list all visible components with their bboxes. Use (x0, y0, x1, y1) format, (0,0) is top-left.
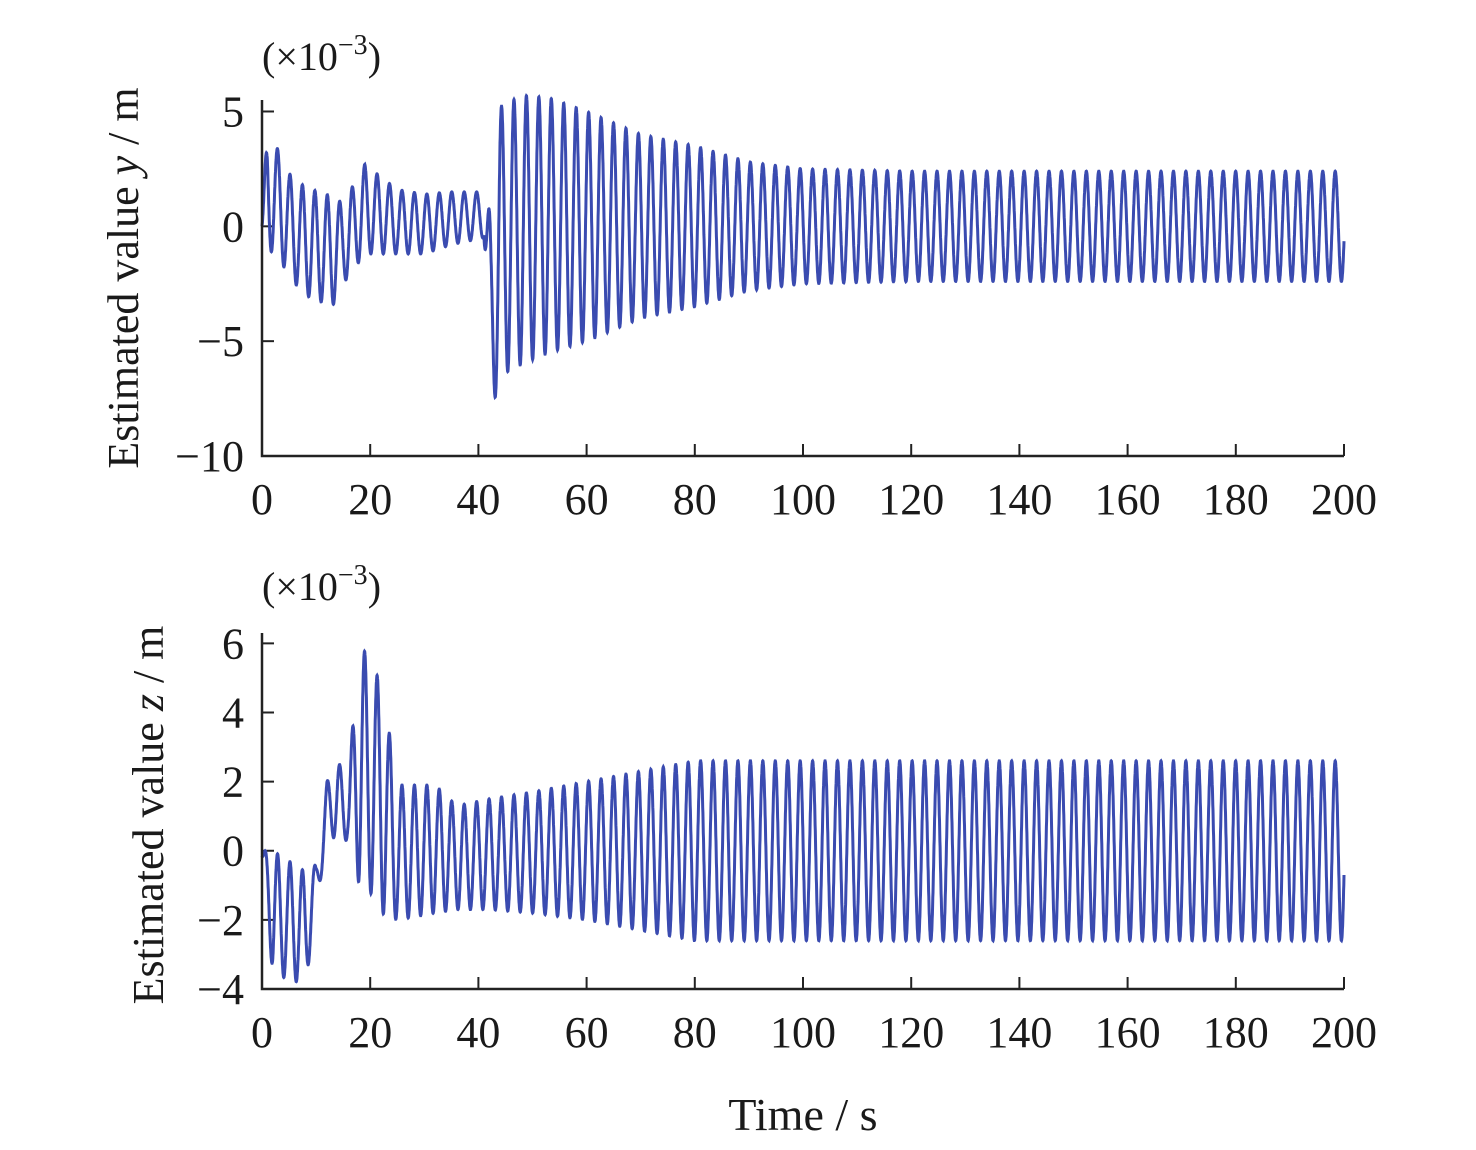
x-tick-label: 120 (878, 475, 944, 524)
y-tick-label: 0 (222, 202, 244, 251)
x-tick-label: 200 (1311, 475, 1377, 524)
x-tick-label: 60 (565, 475, 609, 524)
x-tick-label: 0 (251, 475, 273, 524)
x-axis-label: Time / s (728, 1089, 877, 1140)
panel-y: (×10−3) Estimated value y / m 0 20 40 60 80 1… (99, 30, 1377, 524)
x-tick-label: 100 (770, 1008, 836, 1057)
panel-z: (×10−3) Estimated value z / m 0 20 40 60 80 1… (124, 560, 1377, 1057)
x-tick-label: 20 (348, 1008, 392, 1057)
y-tick-label: −10 (175, 432, 244, 481)
scale-label-z: (×10−3) (262, 560, 381, 609)
axes-box-z (260, 633, 1344, 991)
y-tick-label: 6 (222, 619, 244, 668)
y-tick-label: 5 (222, 87, 244, 136)
x-tick-label: 200 (1311, 1008, 1377, 1057)
x-tick-label: 180 (1203, 475, 1269, 524)
axes-box-y (260, 100, 1344, 458)
x-tick-label: 0 (251, 1008, 273, 1057)
x-tick-label: 140 (986, 475, 1052, 524)
x-tick-label: 160 (1095, 1008, 1161, 1057)
y-axis-label-z: Estimated value z / m (124, 626, 173, 1005)
series-line-z (260, 648, 1346, 984)
y-axis-label-y: Estimated value y / m (99, 87, 148, 468)
y-tick-label: −4 (197, 965, 244, 1014)
x-tick-label: 140 (986, 1008, 1052, 1057)
y-tick-label: 0 (222, 827, 244, 876)
x-tick-label: 80 (673, 1008, 717, 1057)
y-tick-label: 4 (222, 688, 244, 737)
x-tick-label: 40 (456, 1008, 500, 1057)
x-tick-label: 40 (456, 475, 500, 524)
x-tick-label: 160 (1095, 475, 1161, 524)
x-tick-label: 100 (770, 475, 836, 524)
x-tick-label: 20 (348, 475, 392, 524)
x-tick-label: 120 (878, 1008, 944, 1057)
x-tick-label: 80 (673, 475, 717, 524)
series-line-y (260, 93, 1346, 401)
y-tick-label: −5 (197, 317, 244, 366)
x-tick-label: 180 (1203, 1008, 1269, 1057)
scale-label-y: (×10−3) (262, 30, 381, 79)
y-tick-label: 2 (222, 758, 244, 807)
y-tick-label: −2 (197, 896, 244, 945)
x-tick-label: 60 (565, 1008, 609, 1057)
